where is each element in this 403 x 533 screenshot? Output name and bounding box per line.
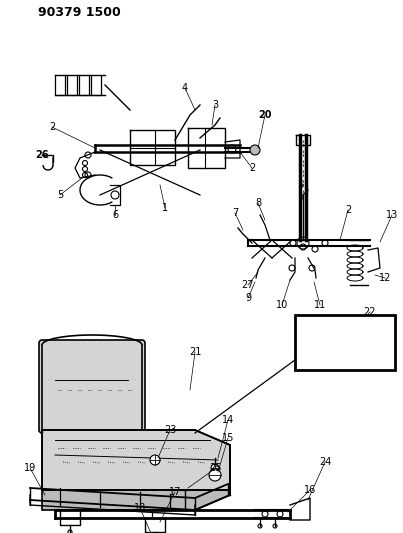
Text: 21: 21: [189, 347, 201, 357]
Text: 23: 23: [164, 425, 176, 435]
Text: 26: 26: [35, 150, 49, 160]
Text: 19: 19: [24, 463, 36, 473]
Text: 1: 1: [162, 203, 168, 213]
Text: 3: 3: [212, 100, 218, 110]
Text: 20: 20: [258, 110, 272, 120]
Text: 4: 4: [182, 83, 188, 93]
Text: 11: 11: [314, 300, 326, 310]
Text: 15: 15: [222, 433, 234, 443]
Text: 22: 22: [364, 307, 376, 317]
Circle shape: [250, 145, 260, 155]
Text: 5: 5: [297, 180, 303, 190]
Text: 9: 9: [245, 293, 251, 303]
Text: 8: 8: [255, 198, 261, 208]
Text: 13: 13: [386, 210, 398, 220]
FancyBboxPatch shape: [39, 340, 145, 433]
Text: 7: 7: [232, 208, 238, 218]
Text: 18: 18: [134, 503, 146, 513]
Text: 17: 17: [169, 487, 181, 497]
Polygon shape: [42, 430, 230, 490]
Text: 5: 5: [57, 190, 63, 200]
Text: 6: 6: [112, 210, 118, 220]
Circle shape: [209, 469, 221, 481]
Text: 90379 1500: 90379 1500: [38, 5, 121, 19]
Bar: [295, 315, 395, 370]
Text: 24: 24: [319, 457, 331, 467]
Text: 2: 2: [249, 163, 255, 173]
Text: 14: 14: [222, 415, 234, 425]
Circle shape: [211, 464, 219, 472]
Text: 12: 12: [379, 273, 391, 283]
Circle shape: [150, 455, 160, 465]
Text: 16: 16: [304, 485, 316, 495]
Polygon shape: [42, 490, 230, 510]
Text: 10: 10: [276, 300, 288, 310]
Text: 27: 27: [242, 280, 254, 290]
Text: 2: 2: [49, 122, 55, 132]
Text: 2: 2: [345, 205, 351, 215]
Text: 25: 25: [210, 463, 222, 473]
